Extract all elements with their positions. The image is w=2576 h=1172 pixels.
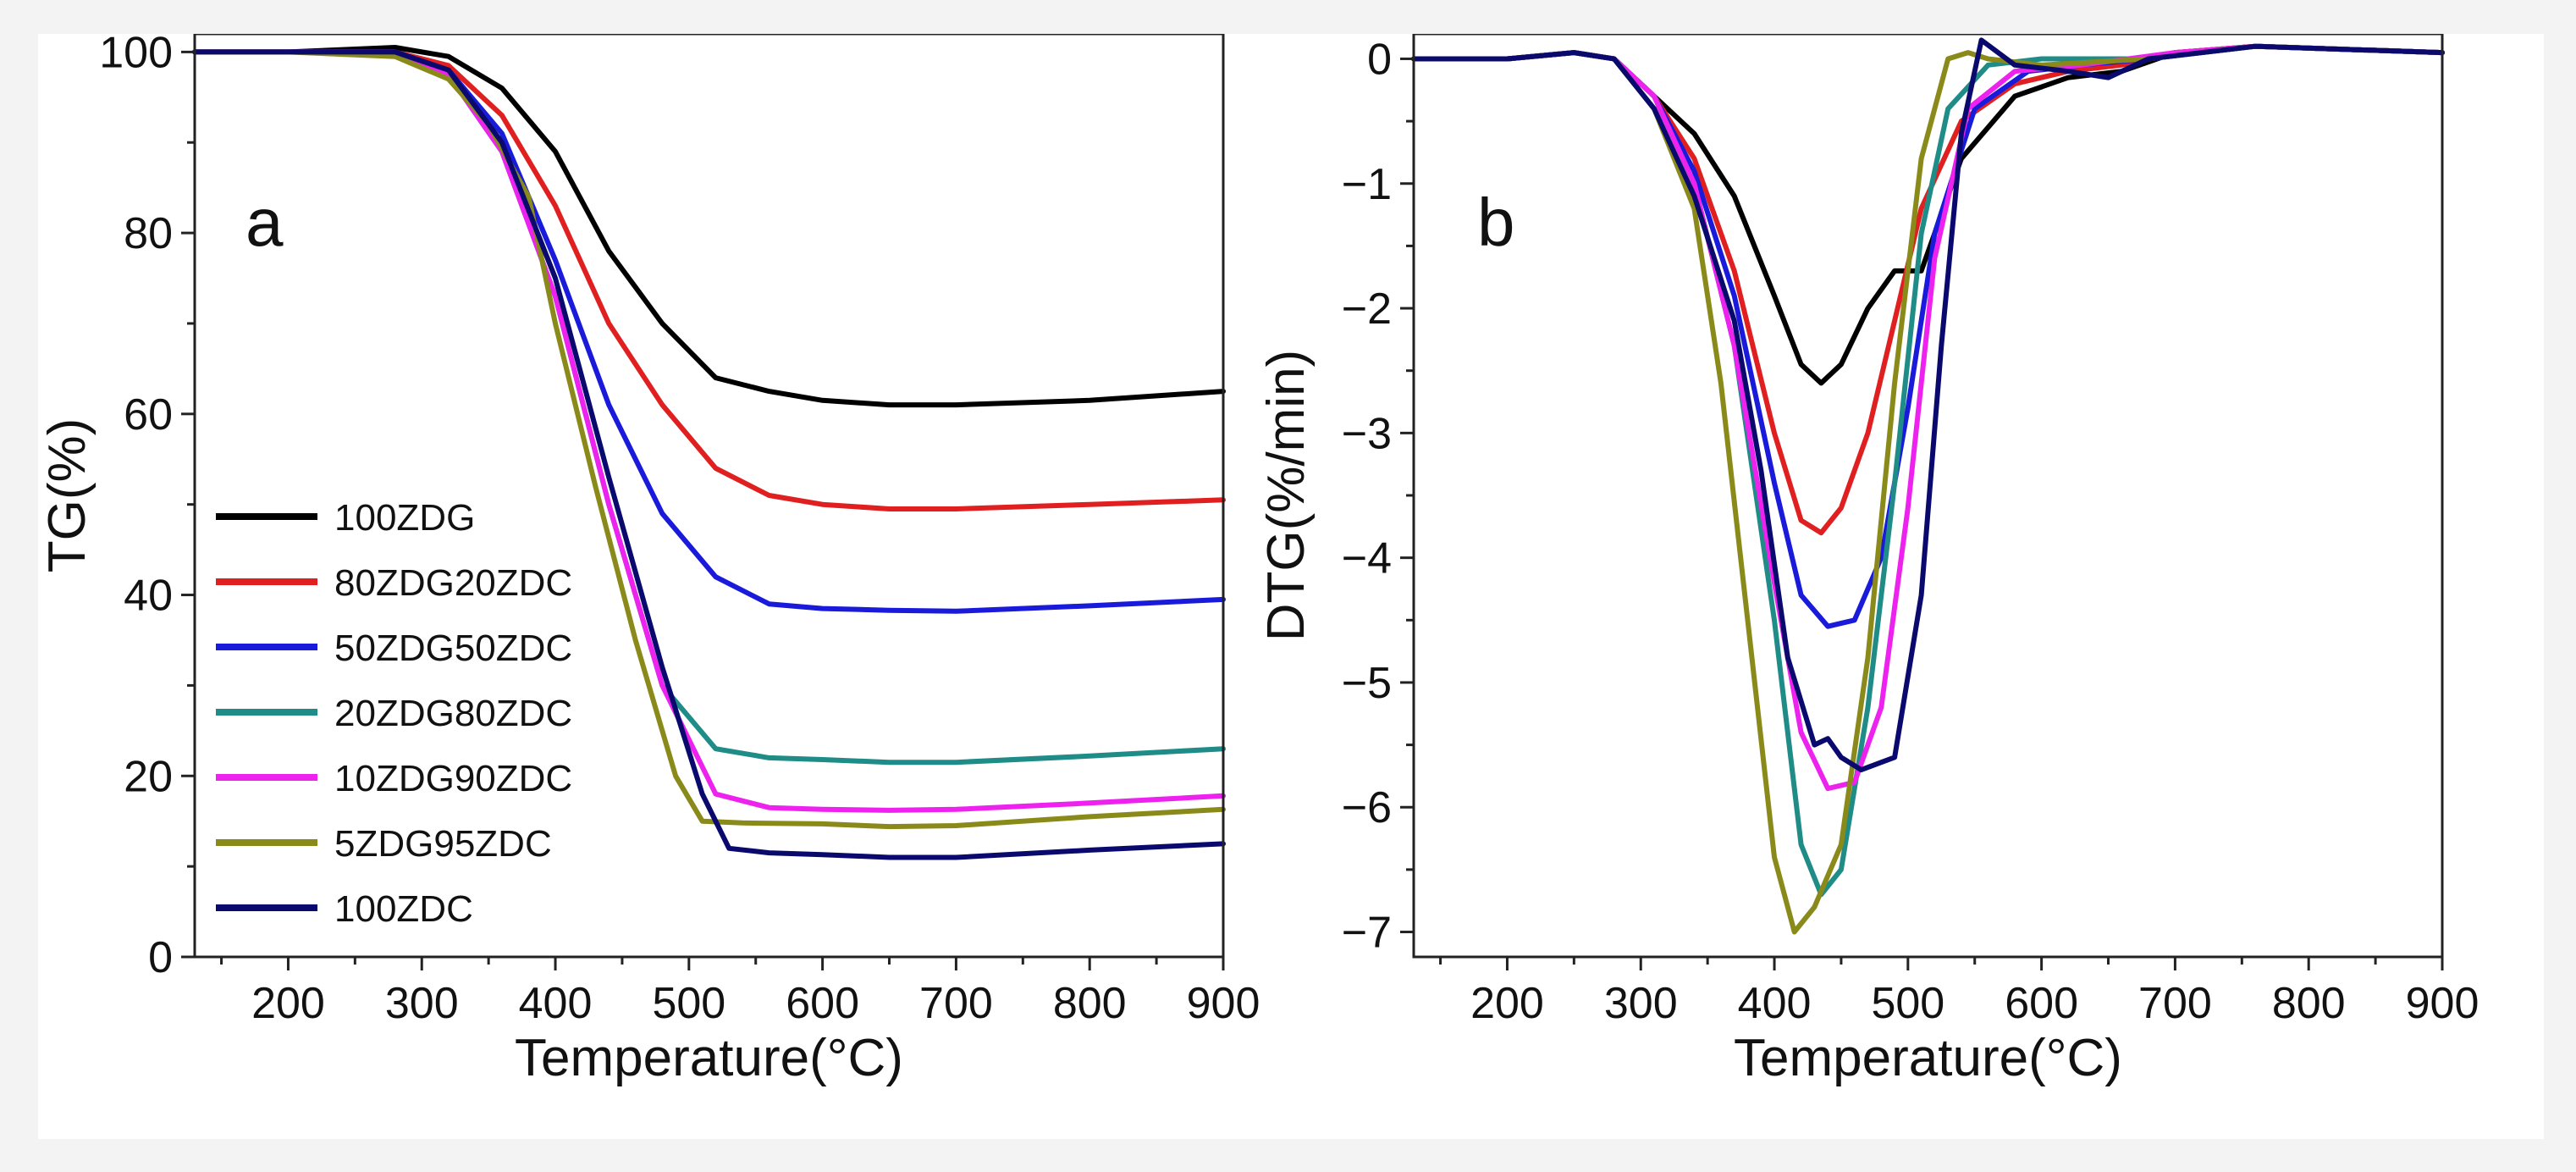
- x-tick-label: 300: [1604, 979, 1678, 1028]
- x-tick-label: 800: [2272, 979, 2346, 1028]
- y-tick-label: −3: [1342, 409, 1392, 458]
- x-tick-label: 700: [2138, 979, 2212, 1028]
- figure: 200 300 400 500 600 700 800 900 0 20 40 60 80 100 Temp…: [38, 34, 2544, 1139]
- y-tick-label: 0: [1367, 35, 1392, 84]
- legend-label: 20ZDG80ZDC: [334, 693, 572, 734]
- y-tick-label: 60: [124, 390, 173, 440]
- legend-label: 5ZDG95ZDC: [334, 823, 552, 865]
- legend-label: 100ZDC: [334, 888, 473, 930]
- x-tick-label: 400: [1738, 979, 1812, 1028]
- panel-label: b: [1477, 185, 1515, 260]
- y-axis-title: TG(%): [38, 418, 97, 573]
- x-axis-title: Temperature(°C): [515, 1029, 903, 1087]
- y-tick-label: −7: [1342, 909, 1392, 958]
- x-tick-label: 500: [1871, 979, 1944, 1028]
- series-line-10ZDG90ZDC: [1411, 43, 2445, 792]
- y-axis-title: DTG(%/min): [1257, 350, 1316, 641]
- x-tick-label: 400: [519, 979, 593, 1028]
- series-line-100ZDC: [192, 49, 1226, 860]
- legend-label: 50ZDG50ZDC: [334, 627, 572, 669]
- legend: 100ZDG 80ZDG20ZDC 50ZDG50ZDC 20ZDG80ZDC 10ZD…: [216, 497, 572, 930]
- x-tick-label: 200: [1470, 979, 1544, 1028]
- panel-a: 200 300 400 500 600 700 800 900 0 20 40 60 80 100 Temp…: [38, 34, 1260, 1087]
- x-tick-label: 300: [385, 979, 459, 1028]
- legend-label: 10ZDG90ZDC: [334, 758, 572, 799]
- y-tick-label: −4: [1342, 534, 1392, 583]
- series-line-100ZDG: [192, 45, 1226, 408]
- legend-label: 80ZDG20ZDC: [334, 562, 572, 604]
- series-line-100ZDC: [1411, 37, 2445, 773]
- series-line-5ZDG95ZDC: [192, 49, 1226, 830]
- legend-label: 100ZDG: [334, 497, 475, 539]
- y-tick-label: −5: [1342, 659, 1392, 708]
- y-tick-label: 20: [124, 752, 173, 801]
- x-tick-label: 900: [1187, 979, 1260, 1028]
- x-axis-title: Temperature(°C): [1734, 1029, 2122, 1087]
- series-line-80ZDG20ZDC: [192, 49, 1226, 511]
- x-tick-label: 500: [652, 979, 725, 1028]
- y-tick-label: 80: [124, 209, 173, 258]
- y-tick-label: −2: [1342, 285, 1392, 334]
- panel-label: a: [245, 185, 284, 260]
- chart-svg: 200 300 400 500 600 700 800 900 0 20 40 60 80 100 Temp…: [38, 34, 2479, 1087]
- x-tick-label: 600: [2005, 979, 2078, 1028]
- series-line-20ZDG80ZDC: [1411, 43, 2445, 898]
- plot-frame: [193, 34, 1225, 959]
- y-tick-label: −6: [1342, 783, 1392, 832]
- x-tick-label: 700: [919, 979, 993, 1028]
- x-tick-label: 900: [2406, 979, 2479, 1028]
- y-tick-label: 40: [124, 572, 173, 621]
- y-tick-label: 100: [99, 34, 173, 77]
- y-tick-label: −1: [1342, 160, 1392, 209]
- panel-b: 200 300 400 500 600 700 800 900 0 −1 −2 −3 −4 −5 −6 −7 T…: [1257, 34, 2479, 1087]
- x-tick-label: 600: [786, 979, 859, 1028]
- x-tick-label: 200: [251, 979, 325, 1028]
- x-tick-label: 800: [1053, 979, 1127, 1028]
- y-tick-label: 0: [148, 933, 173, 982]
